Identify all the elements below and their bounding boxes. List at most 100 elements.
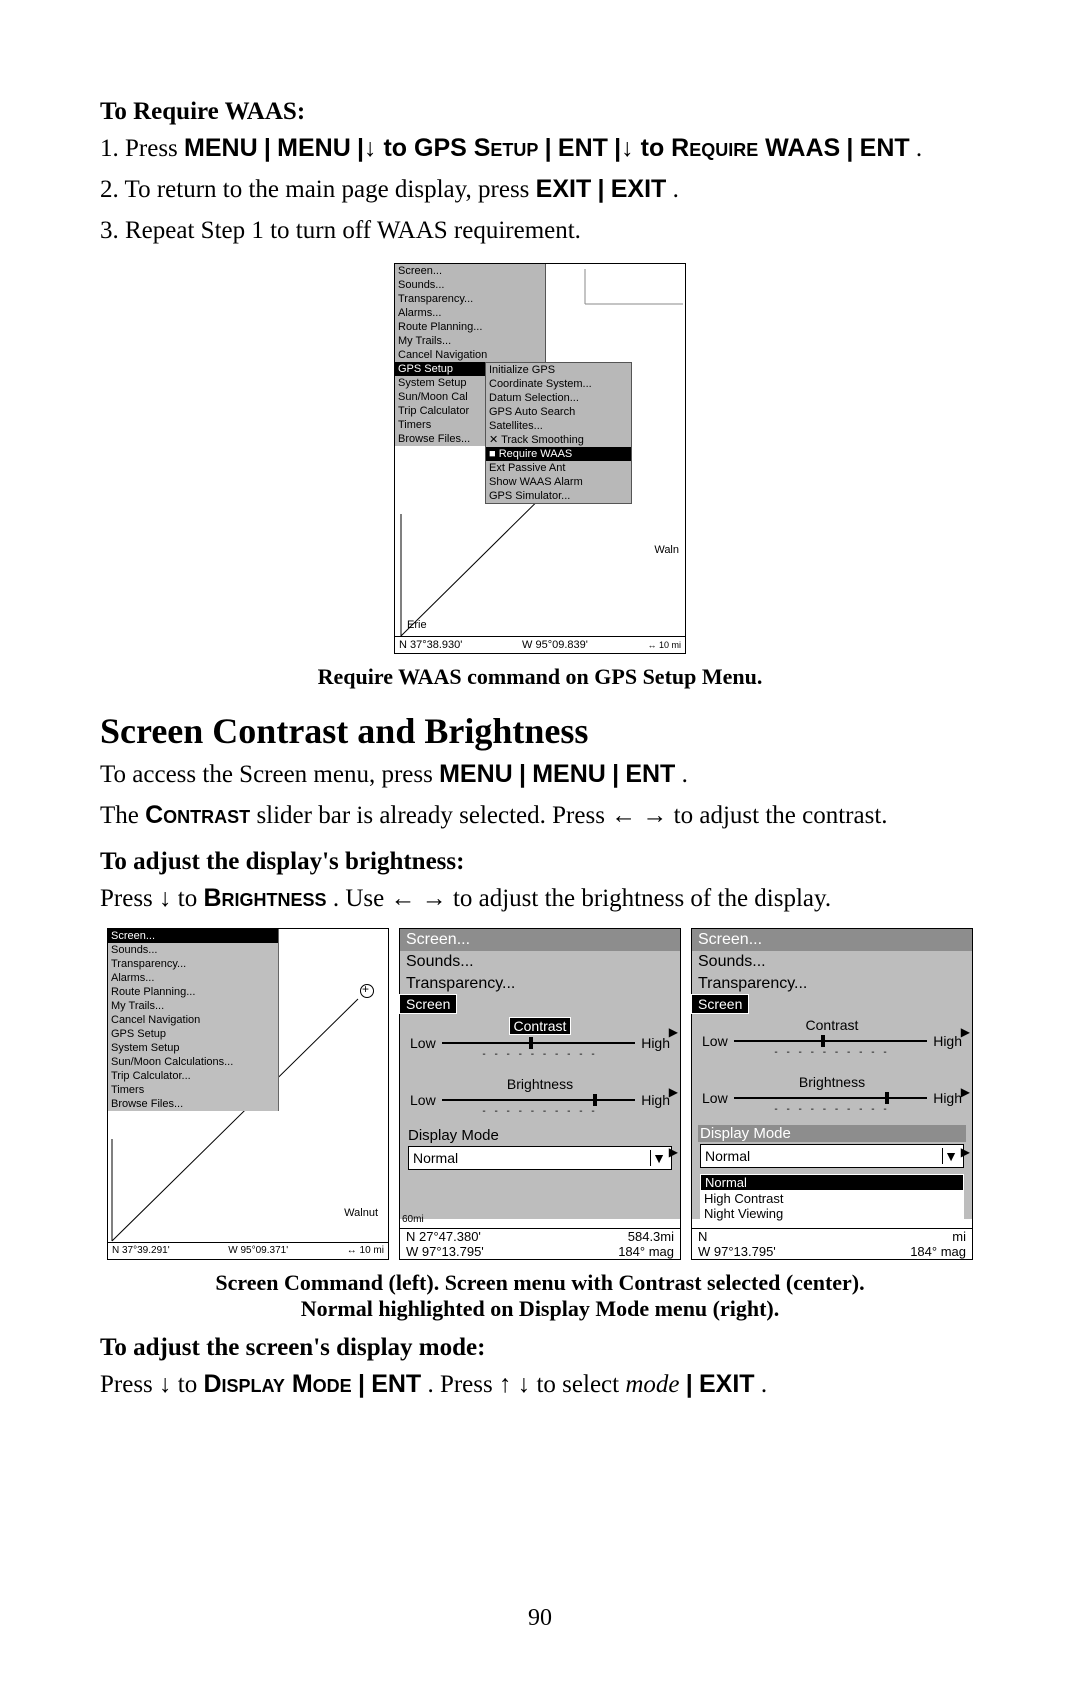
menu-item[interactable]: Transparency...: [395, 292, 545, 306]
menu-item[interactable]: High Contrast: [700, 1191, 964, 1206]
display-mode-select[interactable]: Normal ▼: [408, 1146, 672, 1170]
kw-menu: MENU: [439, 760, 513, 788]
label-waln: Waln: [654, 544, 679, 556]
menu-item[interactable]: Sun/Moon Calculations...: [108, 1055, 278, 1069]
status-bar: Nmi W 97°13.795'184° mag: [692, 1228, 972, 1259]
label-walnut: Walnut: [344, 1207, 378, 1219]
coord-w: W 95°09.371': [228, 1245, 288, 1256]
figure-1: Screen...Sounds...Transparency...Alarms.…: [394, 263, 686, 654]
chevron-right-icon: ▶: [961, 1025, 970, 1039]
heading-brightness: To adjust the display's brightness:: [100, 848, 980, 876]
label-low: Low: [410, 1035, 436, 1051]
kw-contrast: Contrast: [145, 801, 250, 829]
menu-item[interactable]: Night Viewing: [700, 1206, 964, 1221]
kw-menu: MENU: [277, 134, 351, 162]
menu-item[interactable]: Sounds...: [395, 278, 545, 292]
menu-item[interactable]: Screen...: [108, 929, 278, 943]
label-display-mode: Display Mode: [406, 1127, 674, 1144]
chevron-right-icon: ▶: [669, 1025, 678, 1039]
coord-w: W 97°13.795': [698, 1244, 776, 1259]
menu-item[interactable]: GPS Setup: [108, 1027, 278, 1041]
heading-display-mode: To adjust the screen's display mode:: [100, 1334, 980, 1362]
menu-item[interactable]: ✕ Track Smoothing: [486, 433, 631, 447]
selected-value: Normal: [705, 1148, 750, 1164]
menu-level-2[interactable]: Initialize GPSCoordinate System...Datum …: [485, 362, 632, 504]
contrast-line: The Contrast slider bar is already selec…: [100, 797, 980, 834]
sep: |: [598, 175, 605, 203]
label-high: High: [641, 1035, 670, 1051]
heading: 184° mag: [910, 1244, 966, 1259]
kw-require-waas: Require WAAS: [671, 134, 840, 162]
figure-row: Screen...Sounds...Transparency...Alarms.…: [100, 928, 980, 1260]
label-brightness: Brightness: [406, 1076, 674, 1092]
menu-item[interactable]: My Trails...: [108, 999, 278, 1013]
menu-item[interactable]: Initialize GPS: [486, 363, 631, 377]
kw-ent: ENT: [860, 134, 910, 162]
ticks: - - - - - - - - - -: [406, 1049, 674, 1060]
menu-screen[interactable]: Screen...Sounds...Transparency...Alarms.…: [108, 929, 279, 1111]
t: .: [682, 761, 688, 788]
menu-item[interactable]: Transparency...: [108, 957, 278, 971]
menu-item[interactable]: Cancel Navigation: [108, 1013, 278, 1027]
menu-item[interactable]: Normal: [700, 1174, 964, 1191]
menu-item[interactable]: Timers: [108, 1083, 278, 1097]
display-mode-select[interactable]: Normal ▼: [700, 1144, 964, 1168]
menu-item[interactable]: System Setup: [108, 1041, 278, 1055]
chevron-down-icon: ▼: [942, 1148, 959, 1164]
panel-title: Screen: [691, 994, 749, 1014]
menu-item[interactable]: Sounds...: [692, 951, 972, 973]
t: Press ↓ to: [100, 885, 203, 912]
menu-item[interactable]: Ext Passive Ant: [486, 461, 631, 475]
label-low: Low: [702, 1033, 728, 1049]
menu-item[interactable]: My Trails...: [395, 334, 545, 348]
t: .: [761, 1371, 767, 1398]
menu-item[interactable]: Coordinate System...: [486, 377, 631, 391]
label-display-mode: Display Mode: [698, 1125, 966, 1142]
kw-ent: ENT: [371, 1370, 421, 1398]
sep: |: [686, 1370, 693, 1398]
menu-item[interactable]: Sounds...: [400, 951, 680, 973]
step-3: 3. Repeat Step 1 to turn off WAAS requir…: [100, 213, 980, 249]
menu-item[interactable]: Screen...: [395, 264, 545, 278]
menu-item[interactable]: Datum Selection...: [486, 391, 631, 405]
menu-item[interactable]: Route Planning...: [395, 320, 545, 334]
menu-item[interactable]: GPS Auto Search: [486, 405, 631, 419]
menu-item[interactable]: Cancel Navigation: [395, 348, 545, 362]
menu-item[interactable]: Route Planning...: [108, 985, 278, 999]
menu-item[interactable]: Show WAAS Alarm: [486, 475, 631, 489]
menu-item[interactable]: Transparency...: [400, 973, 680, 995]
panel-title: Screen: [399, 994, 457, 1014]
menu-hdr[interactable]: Screen...: [400, 929, 680, 951]
menu-item[interactable]: Alarms...: [395, 306, 545, 320]
kw-menu: MENU: [532, 760, 606, 788]
var-mode: mode: [625, 1371, 679, 1398]
scale: ↔ 10 mi: [647, 640, 681, 650]
menu-hdr[interactable]: Screen...: [692, 929, 972, 951]
coord-w: W 95°09.839': [522, 639, 588, 651]
menu-item[interactable]: Browse Files...: [108, 1097, 278, 1111]
section-title: Screen Contrast and Brightness: [100, 710, 980, 752]
screen-panel: Screen ▶ ▶ ▶ Contrast Low High - - - - -…: [400, 995, 680, 1219]
kw-exit: EXIT: [536, 175, 592, 203]
menu-item[interactable]: Sounds...: [108, 943, 278, 957]
coord-n: N 27°47.380': [406, 1229, 481, 1244]
menu-item[interactable]: Satellites...: [486, 419, 631, 433]
screen-panel: Screen ▶ ▶ ▶ Contrast Low High - - - - -…: [692, 995, 972, 1219]
label-high: High: [933, 1033, 962, 1049]
t: .: [673, 176, 679, 203]
status-bar: N 37°38.930' W 95°09.839' ↔ 10 mi: [395, 636, 685, 653]
menu-item[interactable]: Transparency...: [692, 973, 972, 995]
t: 1. Press: [100, 135, 184, 162]
menu-item[interactable]: GPS Simulator...: [486, 489, 631, 503]
sep: |: [545, 134, 552, 162]
menu-item[interactable]: Trip Calculator...: [108, 1069, 278, 1083]
menu-item[interactable]: Alarms...: [108, 971, 278, 985]
coord-n: N: [698, 1229, 707, 1244]
display-mode-list[interactable]: NormalHigh ContrastNight Viewing: [700, 1174, 964, 1221]
page: To Require WAAS: 1. Press MENU | MENU |↓…: [0, 0, 1080, 1682]
kw-ent: ENT: [558, 134, 608, 162]
display-mode-line: Press ↓ to Display Mode | ENT . Press ↑ …: [100, 1366, 980, 1403]
kw-exit: EXIT: [611, 175, 667, 203]
t: Press ↓ to: [100, 1371, 203, 1398]
menu-item[interactable]: ■ Require WAAS: [486, 447, 631, 461]
